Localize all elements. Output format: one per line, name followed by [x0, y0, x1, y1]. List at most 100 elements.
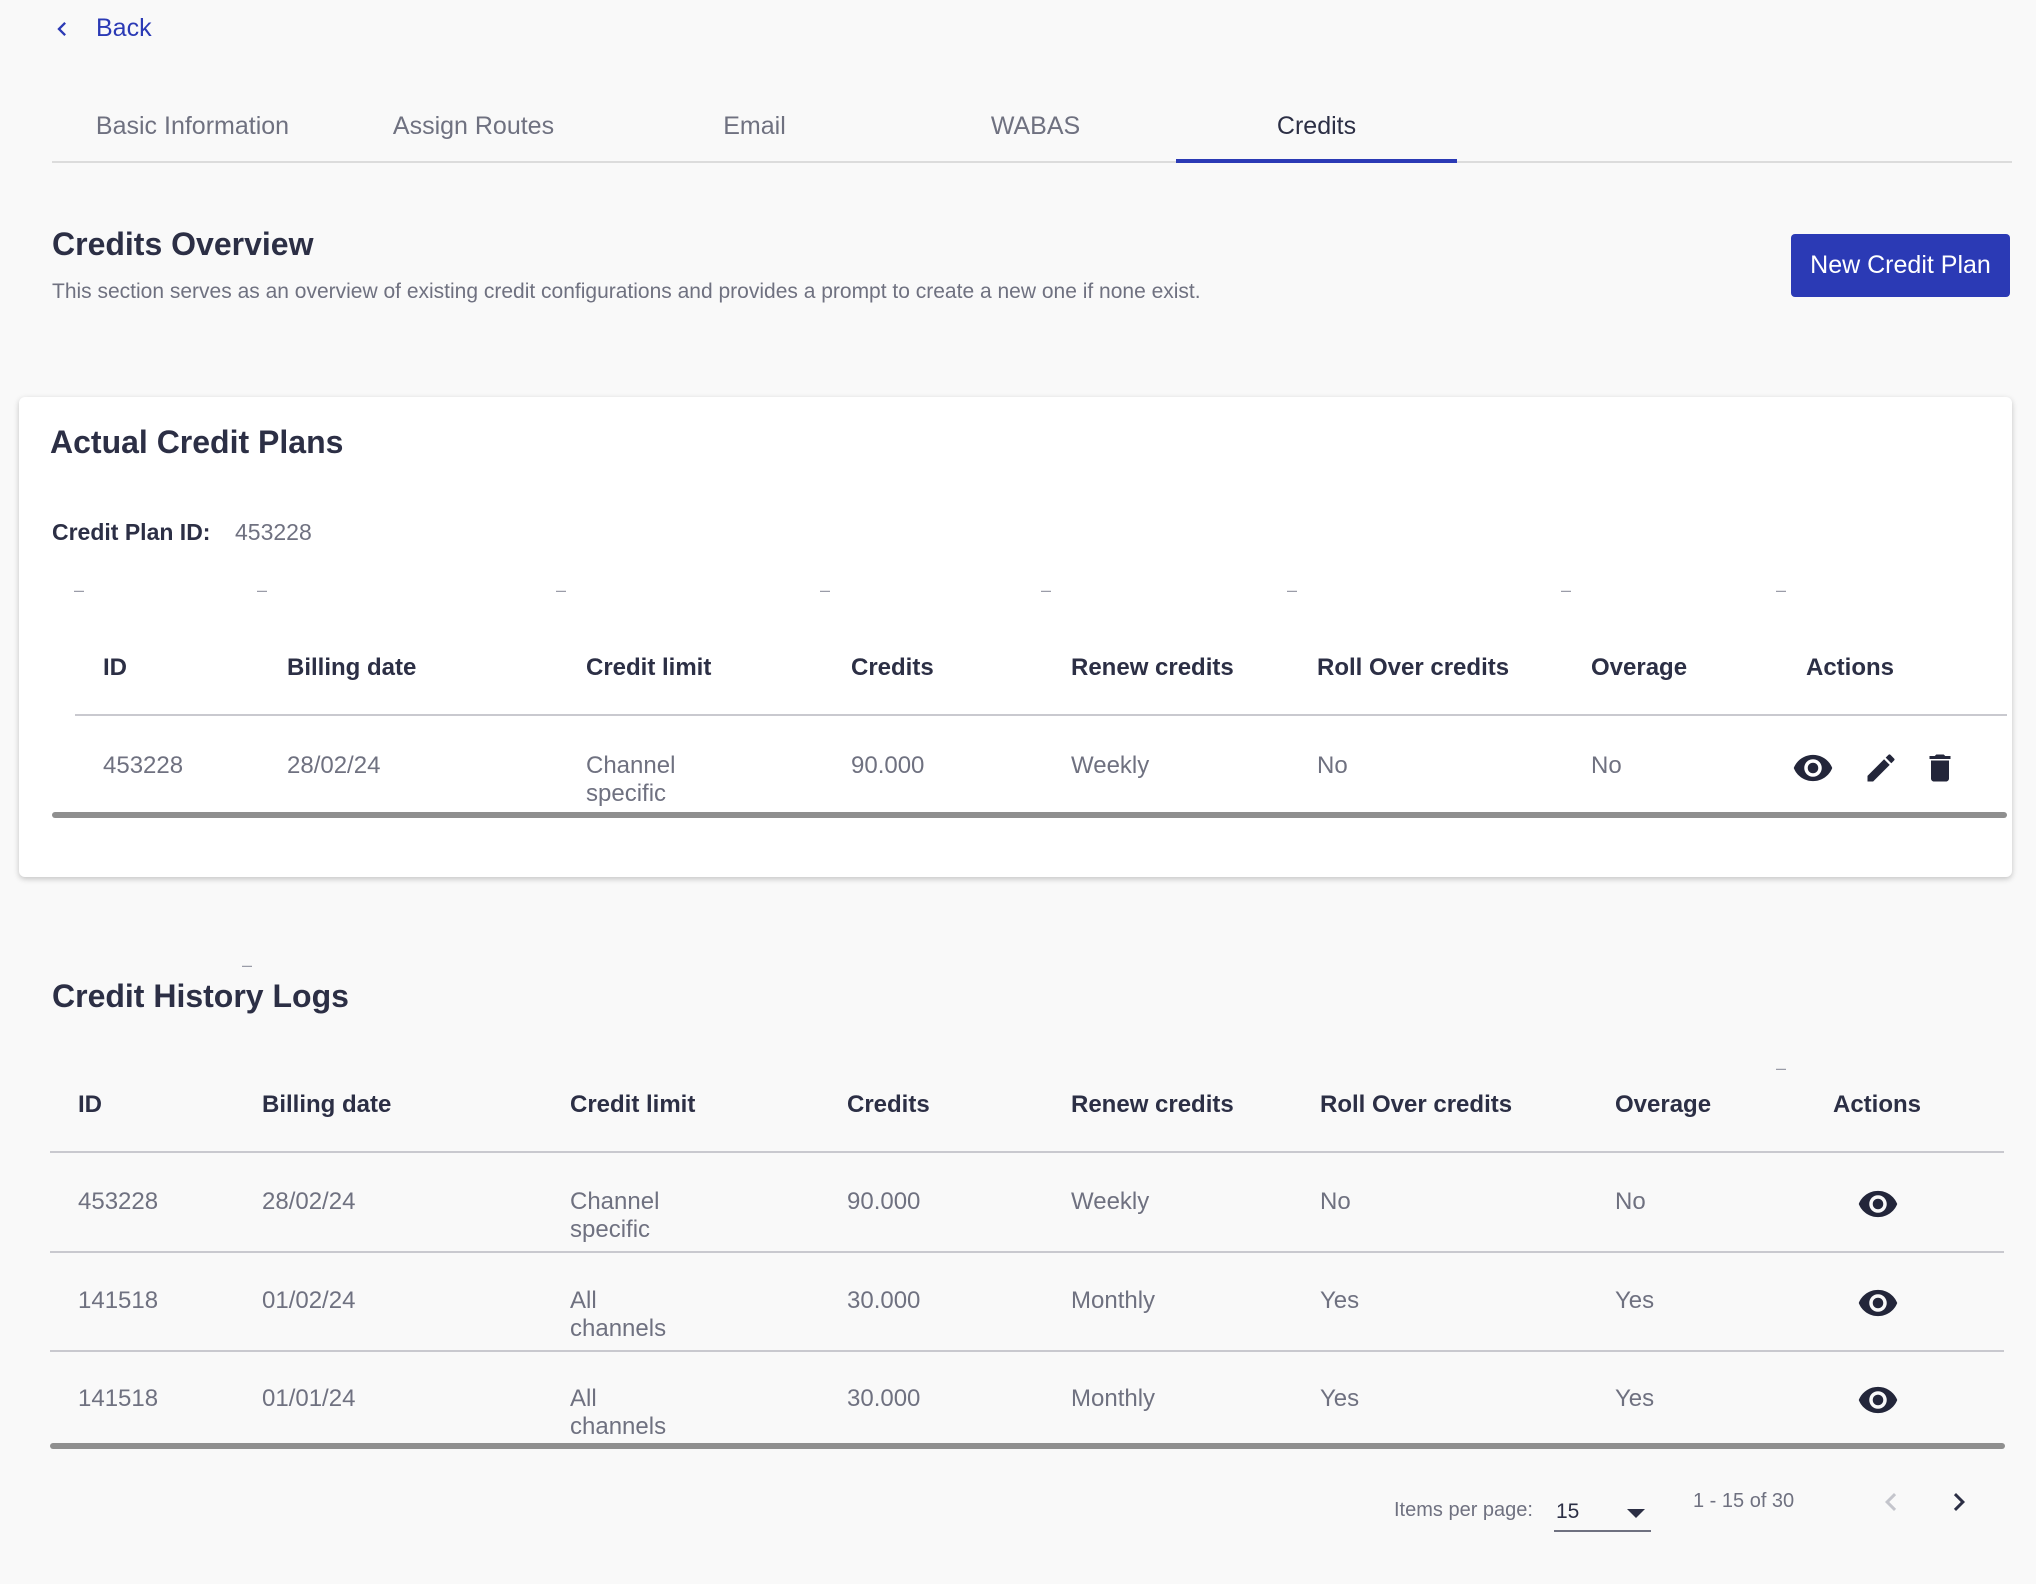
delete-button[interactable] [1920, 748, 1960, 788]
column-header-id: ID [78, 1091, 102, 1118]
divider-mark: – [1041, 580, 1052, 600]
cell-renew-credits: Weekly [1071, 1188, 1150, 1215]
tab-email[interactable]: Email [614, 92, 895, 161]
edit-button[interactable] [1861, 748, 1901, 788]
eye-icon [1793, 754, 1833, 782]
column-header-credit-limit: Credit limit [570, 1091, 696, 1118]
divider-mark: – [242, 955, 253, 975]
page-range-label: 1 - 15 of 30 [1693, 1490, 1795, 1512]
view-button[interactable] [1856, 1281, 1900, 1325]
cell-roll-over-credits: No [1317, 752, 1348, 779]
divider-mark: – [1287, 580, 1298, 600]
tab-label: Email [723, 112, 786, 140]
items-per-page-label: Items per page: [1394, 1499, 1533, 1521]
column-header-id: ID [103, 654, 127, 681]
column-header-billing-date: Billing date [287, 654, 417, 681]
credit-plan-id-value: 453228 [235, 519, 312, 545]
tab-label: Basic Information [95, 112, 290, 140]
column-header-billing-date: Billing date [262, 1091, 392, 1118]
tab-wabas[interactable]: WABAS [895, 92, 1176, 161]
cell-overage: No [1591, 752, 1622, 779]
column-header-credit-limit: Credit limit [586, 654, 712, 681]
cell-credits: 90.000 [851, 752, 925, 779]
pencil-icon [1867, 754, 1895, 782]
page-title: Credits Overview [52, 226, 314, 262]
row-divider [50, 1350, 2004, 1352]
items-per-page-select[interactable]: 15 [1554, 1494, 1651, 1532]
eye-icon [1858, 1386, 1898, 1414]
cell-id: 453228 [103, 752, 184, 779]
cell-credit-limit: Channel specific [586, 752, 676, 807]
horizontal-scrollbar[interactable] [52, 812, 2007, 818]
divider-mark: – [820, 580, 831, 600]
back-link[interactable]: Back [48, 14, 152, 43]
horizontal-scrollbar[interactable] [50, 1443, 2005, 1449]
section-title: Credit History Logs [52, 978, 349, 1014]
actual-credit-plans-card [19, 397, 2012, 877]
cell-overage: Yes [1615, 1385, 1655, 1412]
cell-roll-over-credits: Yes [1320, 1385, 1360, 1412]
column-header-roll-over-credits: Roll Over credits [1320, 1091, 1513, 1118]
divider-mark: – [74, 580, 85, 600]
cell-overage: No [1615, 1188, 1646, 1215]
cell-billing-date: 28/02/24 [262, 1188, 356, 1215]
cell-renew-credits: Monthly [1071, 1287, 1156, 1314]
dropdown-arrow-icon [1627, 1509, 1645, 1518]
divider-mark: – [1561, 580, 1572, 600]
cell-credits: 30.000 [847, 1287, 921, 1314]
cell-credit-limit: All channels [570, 1385, 667, 1440]
cell-renew-credits: Weekly [1071, 752, 1150, 779]
chevron-left-icon [1885, 1493, 1897, 1511]
view-button[interactable] [1856, 1182, 1900, 1226]
column-header-roll-over-credits: Roll Over credits [1317, 654, 1510, 681]
tab-credits[interactable]: Credits [1176, 92, 1457, 163]
cell-credit-limit: Channel specific [570, 1188, 660, 1243]
view-button[interactable] [1791, 746, 1835, 790]
cell-roll-over-credits: No [1320, 1188, 1351, 1215]
cell-billing-date: 01/02/24 [262, 1287, 356, 1314]
tab-label: Assign Routes [392, 112, 555, 140]
cell-id: 141518 [78, 1385, 159, 1412]
view-button[interactable] [1856, 1378, 1900, 1422]
previous-page-button[interactable] [1869, 1480, 1913, 1524]
table-divider [50, 1151, 2004, 1153]
cell-overage: Yes [1615, 1287, 1655, 1314]
column-header-credits: Credits [851, 654, 934, 681]
back-label: Back [96, 14, 152, 42]
column-header-actions: Actions [1833, 1091, 1922, 1118]
column-header-overage: Overage [1591, 654, 1688, 681]
eye-icon [1858, 1289, 1898, 1317]
column-header-renew-credits: Renew credits [1071, 654, 1234, 681]
chevron-right-icon [1953, 1493, 1965, 1511]
eye-icon [1858, 1190, 1898, 1218]
column-header-actions: Actions [1806, 654, 1895, 681]
divider-mark: – [1776, 1058, 1787, 1078]
tab-assign-routes[interactable]: Assign Routes [333, 92, 614, 161]
row-divider [50, 1251, 2004, 1253]
cell-roll-over-credits: Yes [1320, 1287, 1360, 1314]
cell-id: 141518 [78, 1287, 159, 1314]
new-credit-plan-button[interactable]: New Credit Plan [1791, 234, 2010, 297]
cell-credits: 90.000 [847, 1188, 921, 1215]
card-title: Actual Credit Plans [50, 424, 344, 460]
next-page-button[interactable] [1937, 1480, 1981, 1524]
table-divider [75, 714, 2007, 716]
chevron-left-icon [57, 21, 66, 36]
cell-billing-date: 28/02/24 [287, 752, 381, 779]
divider-mark: – [556, 580, 567, 600]
cell-id: 453228 [78, 1188, 159, 1215]
trash-icon [1929, 754, 1951, 782]
divider-mark: – [257, 580, 268, 600]
cell-billing-date: 01/01/24 [262, 1385, 356, 1412]
column-header-credits: Credits [847, 1091, 930, 1118]
divider-mark: – [1776, 580, 1787, 600]
cell-credit-limit: All channels [570, 1287, 667, 1342]
cell-credits: 30.000 [847, 1385, 921, 1412]
cell-renew-credits: Monthly [1071, 1385, 1156, 1412]
tab-bar: Basic Information Assign Routes Email WA… [52, 92, 2012, 163]
page-description: This section serves as an overview of ex… [52, 280, 1201, 303]
tab-label: WABAS [990, 112, 1081, 140]
tab-basic-information[interactable]: Basic Information [52, 92, 333, 161]
column-header-renew-credits: Renew credits [1071, 1091, 1234, 1118]
items-per-page-value: 15 [1556, 1500, 1580, 1523]
